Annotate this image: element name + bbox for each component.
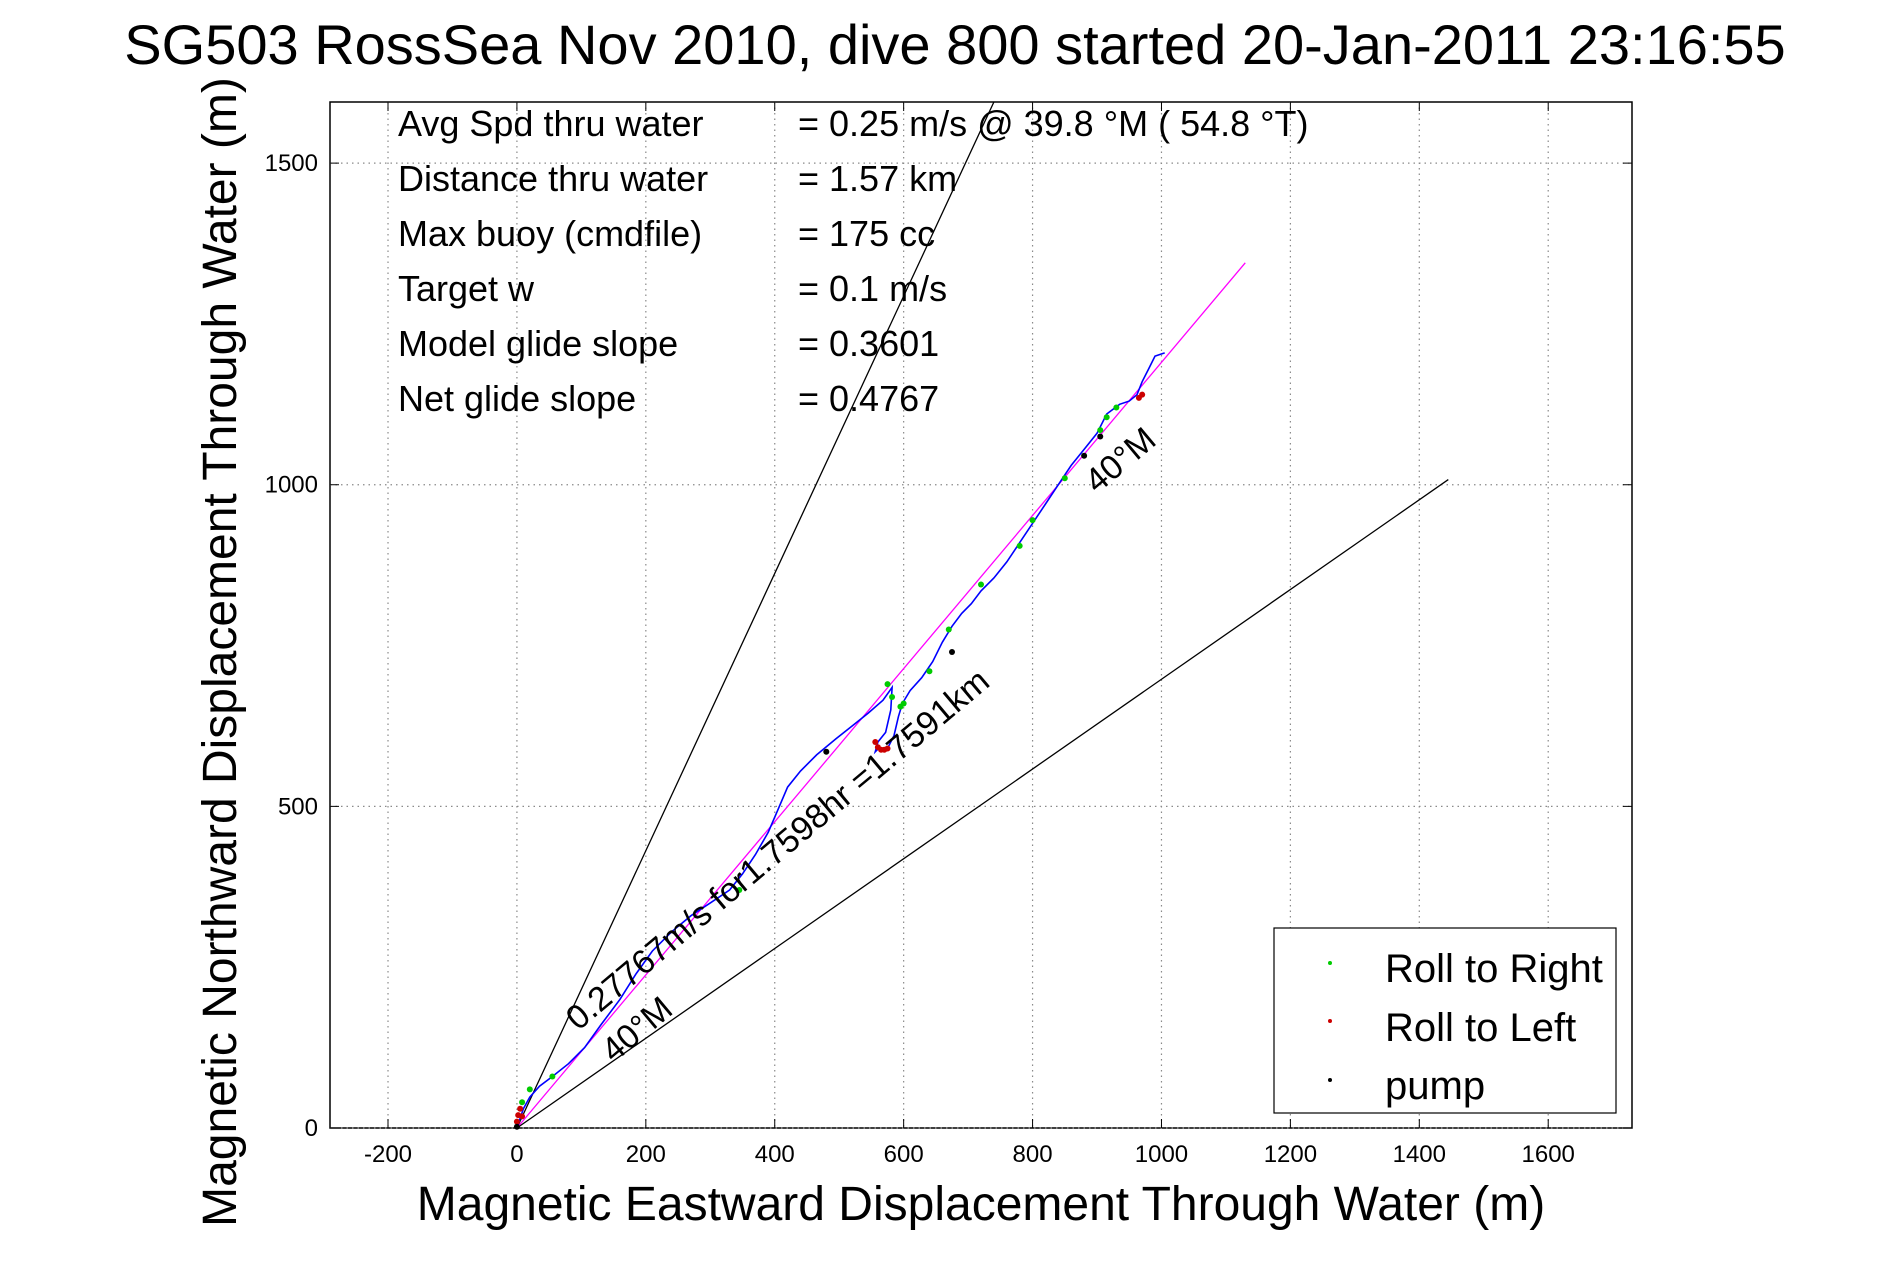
x-tick-label: 1200 xyxy=(1264,1141,1317,1168)
stat-value: = 0.1 m/s xyxy=(798,268,947,309)
marker-0 xyxy=(736,886,743,893)
marker-2 xyxy=(823,748,830,755)
legend-label-pump: pump xyxy=(1385,1064,1485,1108)
marker-2 xyxy=(1081,452,1088,459)
reference-lines xyxy=(516,101,1449,1129)
legend: Roll to Right Roll to Left pump xyxy=(1273,927,1617,1114)
marker-1 xyxy=(1139,391,1146,398)
y-tick-label: 1000 xyxy=(265,472,318,499)
x-axis: -200 0 200 400 600 800 1000 1200 1400 1600 xyxy=(364,102,1575,1168)
x-tick-label: 200 xyxy=(626,1141,666,1168)
reference-line-0 xyxy=(516,101,995,1129)
stats-box: Avg Spd thru water = 0.25 m/s @ 39.8 °M (… xyxy=(398,103,1309,419)
stat-label: Model glide slope xyxy=(398,323,678,364)
y-axis: 0 500 1000 1500 xyxy=(265,150,1632,1142)
grid xyxy=(330,102,1632,1129)
marker-0 xyxy=(1097,427,1104,434)
markers xyxy=(513,391,1146,1130)
x-tick-label: 1400 xyxy=(1393,1141,1446,1168)
stat-value: = 1.57 km xyxy=(798,158,957,199)
marker-1 xyxy=(884,745,891,752)
marker-2 xyxy=(1097,433,1104,440)
stat-value: = 0.4767 xyxy=(798,378,939,419)
marker-0 xyxy=(1016,542,1023,549)
marker-0 xyxy=(1029,517,1036,524)
stat-label: Max buoy (cmdfile) xyxy=(398,213,702,254)
y-tick-label: 1500 xyxy=(265,150,318,177)
x-tick-label: 1600 xyxy=(1522,1141,1575,1168)
marker-1 xyxy=(517,1105,524,1112)
stat-label: Target w xyxy=(398,268,535,309)
marker-2 xyxy=(513,1123,520,1130)
marker-0 xyxy=(549,1073,556,1080)
legend-marker-roll-right xyxy=(1328,961,1332,965)
reference-line-2 xyxy=(516,262,1246,1129)
legend-marker-roll-left xyxy=(1328,1019,1332,1023)
marker-2 xyxy=(948,648,955,655)
marker-1 xyxy=(872,739,879,746)
marker-0 xyxy=(1103,414,1110,421)
legend-marker-pump xyxy=(1328,1078,1332,1082)
reference-line-1 xyxy=(516,479,1449,1129)
marker-0 xyxy=(978,581,984,588)
stat-value: = 175 cc xyxy=(798,213,935,254)
stat-label: Net glide slope xyxy=(398,378,636,419)
y-axis-label: Magnetic Northward Displacement Through … xyxy=(194,77,247,1227)
stat-value: = 0.25 m/s @ 39.8 °M ( 54.8 °T) xyxy=(798,103,1309,144)
marker-0 xyxy=(519,1099,526,1106)
marker-0 xyxy=(945,626,952,633)
marker-0 xyxy=(900,700,907,707)
x-axis-label: Magnetic Eastward Displacement Through W… xyxy=(417,1178,1545,1231)
marker-1 xyxy=(519,1113,526,1120)
y-tick-label: 0 xyxy=(305,1115,318,1142)
x-tick-label: 0 xyxy=(510,1141,523,1168)
y-tick-label: 500 xyxy=(278,793,318,820)
marker-1 xyxy=(513,1118,520,1125)
marker-0 xyxy=(1061,475,1068,482)
x-tick-label: 400 xyxy=(755,1141,795,1168)
x-tick-label: -200 xyxy=(364,1141,412,1168)
stat-label: Avg Spd thru water xyxy=(398,103,704,144)
stat-value: = 0.3601 xyxy=(798,323,939,364)
x-tick-label: 600 xyxy=(884,1141,924,1168)
chart-title: SG503 RossSea Nov 2010, dive 800 started… xyxy=(124,13,1785,76)
x-tick-label: 800 xyxy=(1013,1141,1053,1168)
legend-label-roll-right: Roll to Right xyxy=(1385,947,1603,991)
plot-area: -200 0 200 400 600 800 1000 1200 1400 1600 0 500 10… xyxy=(265,101,1633,1168)
x-tick-label: 1000 xyxy=(1135,1141,1188,1168)
marker-0 xyxy=(889,694,896,701)
marker-0 xyxy=(884,681,891,688)
marker-0 xyxy=(526,1086,533,1093)
marker-0 xyxy=(1113,404,1120,411)
marker-0 xyxy=(926,668,933,675)
stat-label: Distance thru water xyxy=(398,158,708,199)
legend-label-roll-left: Roll to Left xyxy=(1385,1006,1576,1050)
